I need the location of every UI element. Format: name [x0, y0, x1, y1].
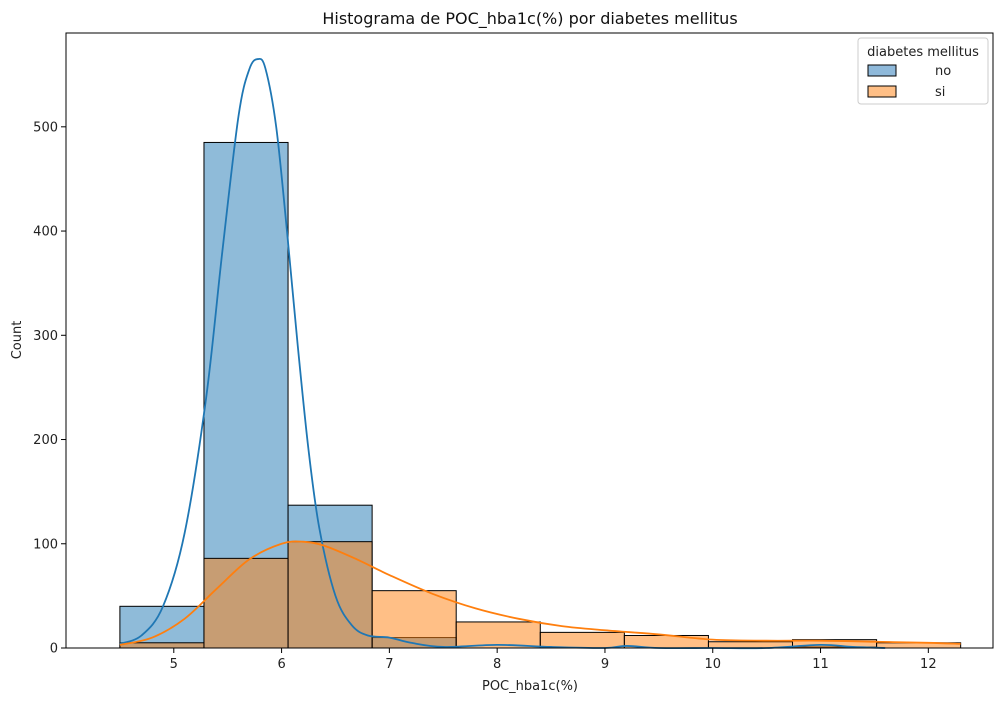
bar-si-4 — [455, 621, 541, 649]
x-tick-label: 6 — [277, 657, 285, 672]
legend-swatch-si — [867, 85, 897, 98]
kde-line-si — [119, 540, 961, 646]
x-tick-label: 11 — [812, 657, 829, 672]
y-tick-label: 400 — [33, 225, 58, 240]
x-tick-label: 7 — [385, 657, 393, 672]
axes: 5 6 7 8 9 10 11 12 0 100 200 300 400 500 — [33, 32, 994, 672]
legend-title: diabetes mellitus — [867, 45, 979, 60]
plot-frame — [65, 32, 994, 649]
y-tick-label: 500 — [33, 120, 58, 135]
y-tick-label: 0 — [50, 642, 58, 657]
x-tick-label: 10 — [704, 657, 721, 672]
chart-title: Histograma de POC_hba1c(%) por diabetes … — [322, 9, 737, 29]
bar-si-5 — [539, 631, 625, 649]
legend-swatch-no — [867, 64, 897, 77]
bar-si-3 — [371, 590, 457, 649]
x-tick-label: 8 — [493, 657, 501, 672]
plot-area — [119, 57, 962, 650]
x-tick-label: 5 — [170, 657, 178, 672]
y-tick-label: 300 — [33, 329, 58, 344]
x-tick-label: 9 — [601, 657, 609, 672]
y-tick-label: 100 — [33, 537, 58, 552]
x-tick-label: 12 — [920, 657, 937, 672]
legend: diabetes mellitus no si — [857, 37, 989, 105]
y-axis-title: Count — [10, 321, 25, 360]
kde-line-no — [119, 57, 886, 650]
legend-label-no: no — [935, 64, 951, 79]
bar-si-1 — [203, 557, 289, 649]
x-axis-title: POC_hba1c(%) — [482, 679, 578, 694]
bar-si-0 — [119, 642, 205, 649]
y-tick-label: 200 — [33, 433, 58, 448]
legend-label-si: si — [935, 85, 945, 100]
